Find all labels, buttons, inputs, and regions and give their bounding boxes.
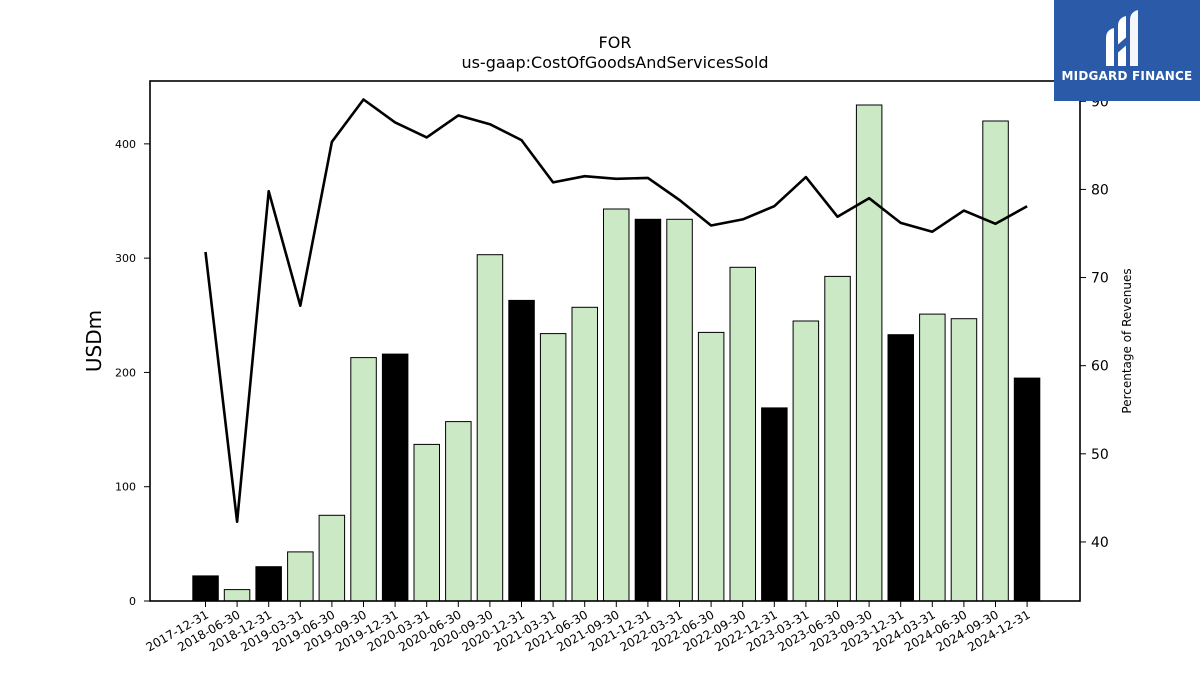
bar [603,208,630,602]
y2-tick-label: 40 [1091,535,1109,551]
bar [729,266,756,602]
bar [445,421,472,602]
y2-axis-label: Percentage of Revenues [1120,268,1134,413]
bar [476,254,504,602]
bar [1013,377,1041,602]
bar [697,331,725,602]
bar [950,318,978,602]
bar [413,443,440,602]
y-tick-label: 0 [129,595,136,608]
y-tick-label: 200 [115,366,136,379]
bar [824,275,851,602]
bar [350,357,377,602]
y2-tick-label: 80 [1091,182,1109,198]
bar [318,514,346,602]
bar [761,407,788,602]
bar [287,551,314,602]
bar [982,120,1009,602]
y-tick-label: 400 [115,138,136,151]
plot-frame [149,80,1081,602]
y-axis-label: USDm [82,310,106,372]
logo-mark-icon [1106,10,1138,66]
chart-title: FOR [598,33,632,52]
logo-text: MIDGARD FINANCE [1061,69,1193,83]
bar [666,218,693,602]
y-tick-label: 300 [115,252,136,265]
bar [792,320,820,602]
bar [255,566,282,602]
y-tick-label: 100 [115,481,136,494]
bar [539,333,567,602]
bar [381,353,409,602]
bar [634,218,662,602]
bar [192,575,219,602]
bar [887,334,914,602]
bar [571,306,598,602]
midgard-finance-logo: MIDGARD FINANCE [1054,0,1200,101]
bar [855,104,883,602]
series-line [204,98,1028,524]
y2-tick-label: 70 [1091,271,1109,287]
y2-tick-label: 50 [1091,447,1109,463]
bar [223,589,251,602]
bar [508,299,535,602]
y2-tick-label: 60 [1091,359,1109,375]
bar [919,313,946,602]
chart-subtitle: us-gaap:CostOfGoodsAndServicesSold [461,53,769,72]
